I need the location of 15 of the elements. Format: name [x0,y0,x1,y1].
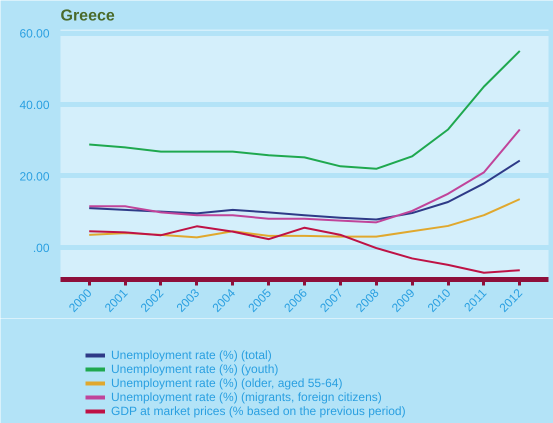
legend-label: Unemployment rate (%) (youth) [111,362,278,376]
line-series [88,128,521,224]
legend-label: GDP at market prices (% based on the previous period) [111,404,406,418]
legend-label: Unemployment rate (%) (migrants, foreign citizens) [111,390,382,404]
y-tick-label: 60.00 [19,26,50,41]
line-series [88,198,521,238]
legend-label: Unemployment rate (%) (older, aged 55-64) [111,376,342,390]
y-tick-label: 40.00 [19,98,50,112]
line-series [88,225,521,274]
y-tick-label: .00 [32,240,50,255]
line-series [88,50,521,170]
chart-title: Greece [60,8,115,24]
y-tick-label: 20.00 [19,169,50,184]
legend-label: Unemployment rate (%) (total) [111,348,272,362]
line-series [88,160,521,220]
